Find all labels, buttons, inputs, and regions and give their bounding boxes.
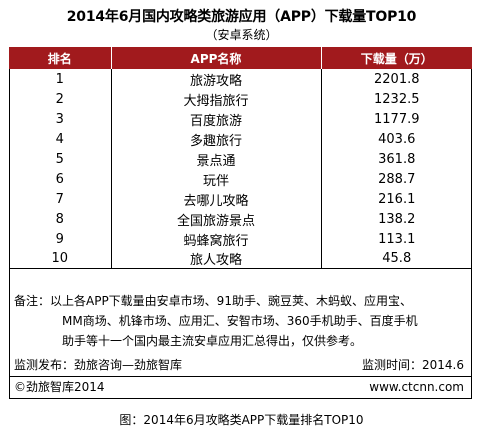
- app-name-cell: 百度旅游: [111, 109, 322, 129]
- app-name-cell: 旅游攻略: [111, 69, 322, 89]
- app-name-cell: 全国旅游景点: [111, 209, 322, 229]
- app-name-cell: 大拇指旅行: [111, 89, 322, 109]
- note-block: 备注：以上各APP下载量由安卓市场、91助手、豌豆荚、木蚂蚁、应用宝、 MM商场…: [14, 291, 464, 351]
- rank-cell: 1: [9, 69, 112, 89]
- rank-cell: 7: [9, 189, 112, 209]
- downloads-cell: 2201.8: [374, 71, 420, 87]
- table-row: 7 去哪儿攻略 216.1: [9, 189, 472, 209]
- app-name-cell: 蚂蜂窝旅行: [111, 229, 322, 249]
- downloads-cell: 361.8: [378, 151, 416, 167]
- app-name-cell: 玩伴: [111, 169, 322, 189]
- column-header: APP名称: [111, 47, 322, 69]
- table-row: 4 多趣旅行 403.6: [9, 129, 472, 149]
- footer: ©劲旅智库2014 www.ctcnn.com: [14, 377, 464, 397]
- app-name-cell: 旅人攻略: [111, 249, 322, 269]
- downloads-cell: 45.8: [321, 249, 472, 269]
- table-row: 10 旅人攻略 45.8: [9, 249, 472, 269]
- column-header: 下载量（万）: [321, 47, 472, 69]
- table-row: 5 景点通 361.8: [9, 149, 472, 169]
- app-name-cell: 多趣旅行: [111, 129, 322, 149]
- downloads-cell: 288.7: [378, 171, 416, 187]
- note-line: 备注：以上各APP下载量由安卓市场、91助手、豌豆荚、木蚂蚁、应用宝、: [14, 294, 412, 308]
- table-row: 3 百度旅游 1177.9: [9, 109, 472, 129]
- chart-title: 2014年6月国内攻略类旅游应用（APP）下载量TOP10: [66, 9, 417, 25]
- rank-cell: 5: [9, 149, 112, 169]
- note-line: 助手等十一个国内最主流安卓应用汇总得出，仅供参考。: [62, 334, 363, 348]
- downloads-cell: 216.1: [378, 191, 416, 207]
- table-row: 8 全国旅游景点 138.2: [9, 209, 472, 229]
- monitor-publisher: 监测发布：劲旅咨询—劲旅智库: [14, 358, 183, 372]
- table-header-row: 排名 APP名称 下载量（万）: [9, 47, 472, 69]
- rank-cell: 3: [9, 109, 112, 129]
- rank-cell: 8: [9, 209, 112, 229]
- rank-cell: 6: [9, 169, 112, 189]
- figure-caption: 图：2014年6月攻略类APP下载量排名TOP10: [119, 413, 364, 427]
- app-name-cell: 去哪儿攻略: [111, 189, 322, 209]
- copyright-text: ©劲旅智库2014: [14, 380, 105, 394]
- ranking-table: 排名 APP名称 下载量（万） 1 旅游攻略 2201.8 2 大拇指旅行 1232.5 3 百度…: [9, 47, 472, 269]
- column-header: 排名: [9, 47, 112, 69]
- downloads-cell: 403.6: [378, 131, 416, 147]
- app-name-cell: 景点通: [111, 149, 322, 169]
- table-row: 9 蚂蜂窝旅行 113.1: [9, 229, 472, 249]
- rank-cell: 9: [9, 229, 112, 249]
- table-row: 2 大拇指旅行 1232.5: [9, 89, 472, 109]
- downloads-cell: 113.1: [378, 231, 416, 247]
- downloads-cell: 1232.5: [374, 91, 420, 107]
- table-row: 6 玩伴 288.7: [9, 169, 472, 189]
- divider: [9, 376, 472, 377]
- website-text: www.ctcnn.com: [369, 380, 464, 394]
- rank-cell: 2: [9, 89, 112, 109]
- downloads-cell: 138.2: [378, 211, 416, 227]
- monitor-info: 监测发布：劲旅咨询—劲旅智库 监测时间：2014.6: [14, 355, 464, 375]
- chart-subtitle: （安卓系统）: [205, 28, 278, 42]
- table-row: 1 旅游攻略 2201.8: [9, 69, 472, 89]
- rank-cell: 4: [9, 129, 112, 149]
- monitor-time: 监测时间：2014.6: [362, 358, 464, 372]
- downloads-cell: 1177.9: [374, 111, 420, 127]
- note-line: MM商场、机锋市场、应用汇、安智市场、360手机助手、百度手机: [62, 314, 418, 328]
- rank-cell: 10: [9, 249, 112, 269]
